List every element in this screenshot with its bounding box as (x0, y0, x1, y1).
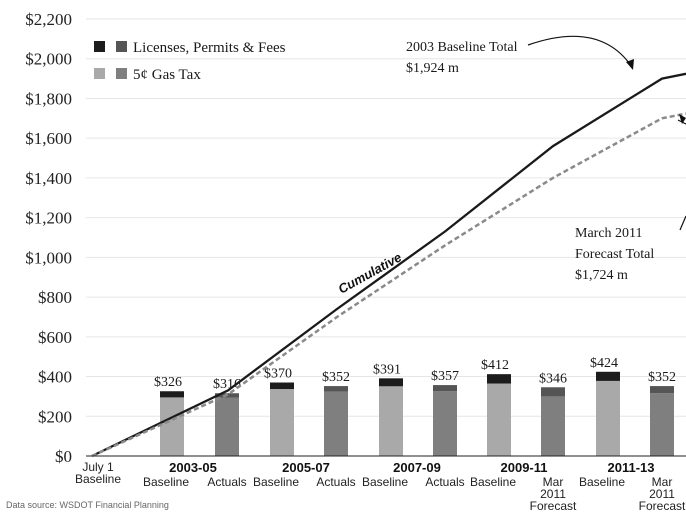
annotation-baseline-total: 2003 Baseline Total (406, 40, 518, 55)
bar-gas-tax (596, 380, 620, 456)
annotation-arrowhead (679, 114, 686, 124)
bar-total-label: $412 (481, 358, 509, 373)
gridlines (86, 18, 686, 417)
annotation-arrow (527, 35, 633, 68)
legend-label: Licenses, Permits & Fees (133, 40, 286, 56)
x-bar-sub-label: Baseline (579, 475, 625, 489)
x-period-label: 2005-07 (282, 460, 330, 475)
annotation-forecast-total: $1,724 m (575, 268, 628, 283)
bar-fees (379, 378, 403, 387)
bar-fees (324, 386, 348, 392)
bar-total-label: $346 (539, 371, 567, 386)
bar-total-label: $326 (154, 375, 182, 390)
annotation-arrowhead (626, 59, 634, 70)
bar-fees (160, 391, 184, 398)
y-tick-label: $2,000 (25, 50, 72, 69)
y-tick-label: $2,200 (25, 10, 72, 29)
bar-gas-tax (541, 396, 565, 456)
bar-gas-tax (433, 391, 457, 456)
y-tick-label: $1,600 (25, 129, 72, 148)
source-note: Data source: WSDOT Financial Planning (6, 500, 169, 510)
y-tick-label: $1,400 (25, 169, 72, 188)
y-tick-label: $400 (38, 368, 72, 387)
legend-swatch (116, 41, 127, 52)
x-bar-sub-label: Baseline (362, 475, 408, 489)
legend: Licenses, Permits & Fees 5¢ Gas Tax (94, 40, 286, 83)
y-tick-label: $1,800 (25, 89, 72, 108)
bar-fees (433, 385, 457, 392)
cumulative-line-label: Cumulative (336, 250, 405, 297)
legend-swatch (94, 68, 105, 79)
bar-total-label: $352 (322, 370, 350, 385)
x-bar-sub-label: Baseline (470, 475, 516, 489)
y-tick-label: $800 (38, 288, 72, 307)
bar-total-label: $352 (648, 370, 676, 385)
annotation-arrow (679, 215, 686, 231)
legend-label: 5¢ Gas Tax (133, 67, 201, 83)
x-bar-sub-label: Actuals (425, 475, 464, 489)
bar-gas-tax (324, 391, 348, 456)
bar-gas-tax (379, 386, 403, 456)
bar-total-label: $370 (264, 367, 292, 382)
bar-fees (650, 386, 674, 394)
bar-gas-tax (487, 383, 511, 456)
bar-fees (487, 374, 511, 384)
y-tick-label: $1,200 (25, 209, 72, 228)
x-bar-sub-label: Baseline (143, 475, 189, 489)
annotation-forecast-total: Forecast Total (575, 247, 654, 262)
y-axis: $0 $200 $400 $600 $800 $1,000 $1,200 $1,400 $1,6… (25, 10, 72, 466)
bar-gas-tax (270, 389, 294, 456)
baseline-cumulative-line (91, 72, 686, 458)
bar-fees (596, 371, 620, 381)
x-bar-sub-label: Forecast (639, 499, 686, 512)
forecast-cumulative-line (91, 112, 686, 458)
bar-total-label: $316 (213, 377, 241, 392)
bar-total-label: $391 (373, 362, 401, 377)
x-bar-sub-label: Actuals (316, 475, 355, 489)
x-bar-sub-label: Mar (652, 475, 673, 489)
y-tick-label: $0 (55, 447, 72, 466)
bar-total-label: $357 (431, 369, 459, 384)
annotation-forecast-total: March 2011 (575, 226, 643, 241)
legend-swatch (94, 41, 105, 52)
bar-gas-tax (215, 397, 239, 456)
y-tick-label: $600 (38, 328, 72, 347)
x-bar-sub-label: 2011 (649, 487, 675, 501)
bar-gas-tax (650, 393, 674, 456)
x-period-label: 2003-05 (169, 460, 217, 475)
x-period-label: 2009-11 (501, 460, 548, 475)
x-period-label: 2007-09 (393, 460, 441, 475)
x-start-label: July 1 (82, 460, 114, 474)
y-tick-label: $200 (38, 407, 72, 426)
x-period-label: 2011-13 (608, 460, 655, 475)
x-bar-sub-label: Baseline (253, 475, 299, 489)
bar-fees (541, 387, 565, 397)
x-start-label: Baseline (75, 472, 121, 486)
x-bar-sub-label: Actuals (207, 475, 246, 489)
bar-fees (270, 382, 294, 390)
annotations: 2003 Baseline Total $1,924 m March 2011 For… (406, 35, 686, 283)
bars: $326 $316 $370 $352 $391 $357 $412 $346 $424 $352 (154, 356, 676, 456)
x-bar-sub-label: Mar (543, 475, 564, 489)
x-bar-sub-label: Forecast (530, 499, 577, 512)
y-tick-label: $1,000 (25, 248, 72, 267)
bar-total-label: $424 (590, 356, 618, 371)
x-bar-sub-label: 2011 (540, 487, 566, 501)
bar-gas-tax (160, 397, 184, 456)
legend-swatch (116, 68, 127, 79)
annotation-baseline-total: $1,924 m (406, 61, 459, 76)
